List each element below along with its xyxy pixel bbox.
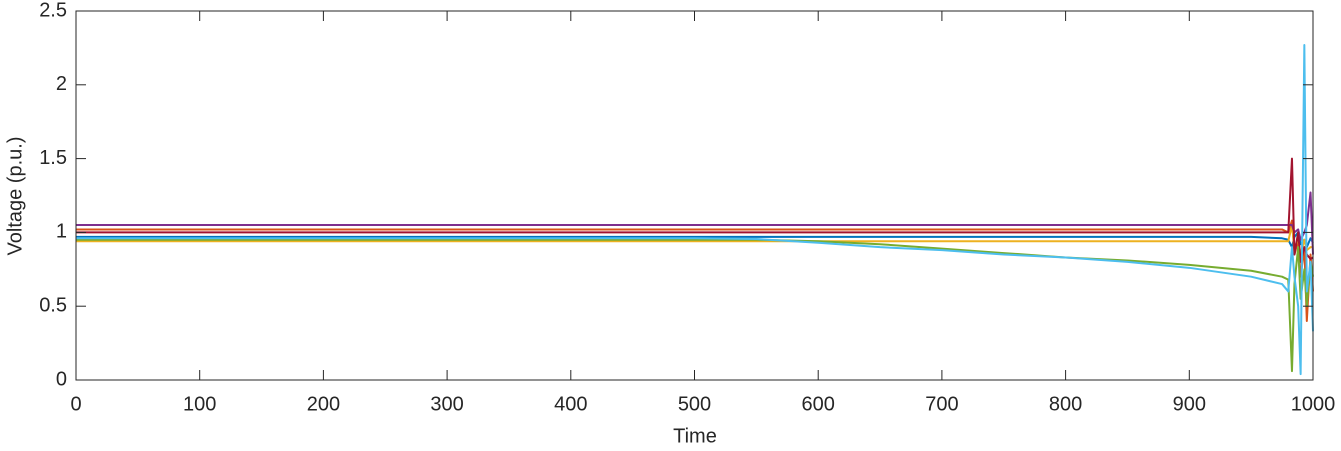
plot-frame — [75, 10, 1314, 381]
x-tick-label: 200 — [307, 393, 340, 415]
y-tick-label: 2 — [56, 73, 67, 95]
x-tick-label: 100 — [183, 393, 216, 415]
y-tick-label: 2.5 — [39, 0, 67, 21]
series-line — [76, 219, 1314, 322]
x-tick-label: 600 — [802, 393, 835, 415]
x-tick-label: 0 — [70, 393, 81, 415]
x-tick-label: 900 — [1173, 393, 1206, 415]
series-line — [76, 231, 1314, 249]
y-tick-label: 0.5 — [39, 294, 67, 316]
y-tick-label: 1 — [56, 221, 67, 243]
x-axis-label: Time — [673, 425, 717, 447]
x-tick-label: 500 — [678, 393, 711, 415]
x-tick-label: 700 — [925, 393, 958, 415]
series-line — [76, 157, 1314, 263]
series-line — [76, 191, 1314, 255]
y-axis-label: Voltage (p.u.) — [4, 137, 26, 256]
x-tick-label: 1000 — [1291, 393, 1336, 415]
y-tick-label: 0 — [56, 368, 67, 390]
series-line — [76, 43, 1314, 376]
x-tick-label: 800 — [1049, 393, 1082, 415]
x-tick-label: 300 — [430, 393, 463, 415]
series-line — [76, 238, 1314, 373]
x-tick-label: 400 — [554, 393, 587, 415]
y-tick-label: 1.5 — [39, 147, 67, 169]
